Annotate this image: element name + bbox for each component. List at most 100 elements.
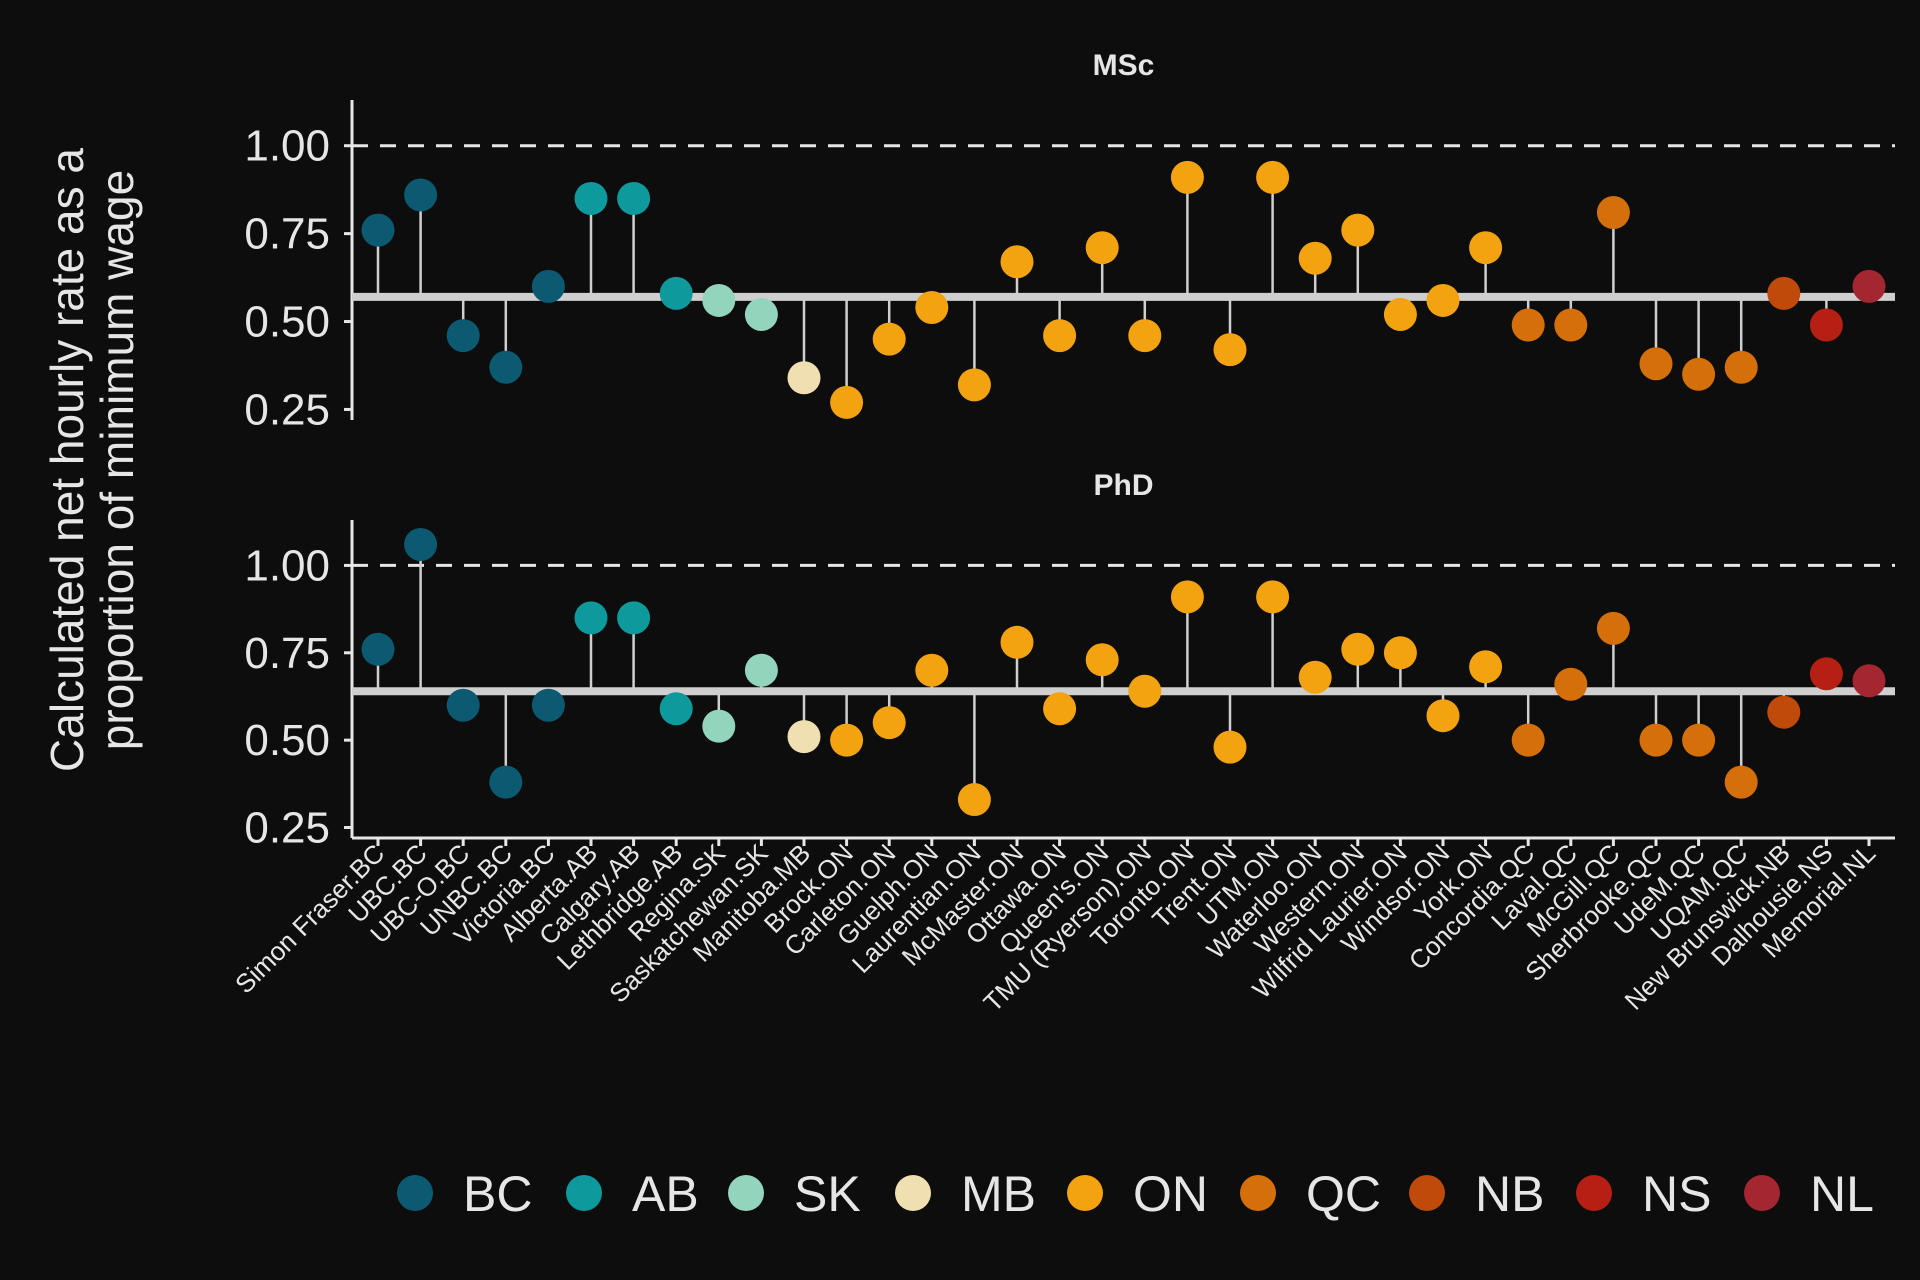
y-axis-title: Calculated net hourly rate as a proporti… <box>41 148 143 772</box>
point <box>1682 723 1716 757</box>
point <box>1128 319 1162 353</box>
legend-swatch <box>1576 1175 1612 1211</box>
point <box>1809 308 1843 342</box>
point <box>1341 213 1375 247</box>
point <box>787 361 821 395</box>
point <box>446 688 480 722</box>
point <box>574 181 608 215</box>
legend: BC AB SK MB ON QC NB NS NL <box>397 1166 1874 1222</box>
panel-title-msc: MSc <box>1093 49 1155 82</box>
point <box>957 783 991 817</box>
point <box>1085 231 1119 265</box>
legend-swatch <box>566 1175 602 1211</box>
point <box>531 269 565 303</box>
point <box>1256 160 1290 194</box>
legend-swatch <box>1240 1175 1276 1211</box>
point <box>531 688 565 722</box>
point <box>1767 695 1801 729</box>
legend-item-sk: SK <box>728 1166 861 1222</box>
y-tick-label: 0.75 <box>244 629 330 678</box>
point <box>1000 625 1034 659</box>
point <box>1298 660 1332 694</box>
point <box>404 178 438 212</box>
legend-item-nb: NB <box>1409 1166 1544 1222</box>
point <box>1043 692 1077 726</box>
legend-label: NS <box>1642 1166 1711 1222</box>
point <box>1170 160 1204 194</box>
point <box>659 692 693 726</box>
point <box>1596 611 1630 645</box>
point <box>574 601 608 635</box>
point <box>1085 643 1119 677</box>
legend-swatch <box>1744 1175 1780 1211</box>
point <box>1469 231 1503 265</box>
legend-swatch <box>397 1175 433 1211</box>
legend-item-qc: QC <box>1240 1166 1381 1222</box>
point <box>915 653 949 687</box>
legend-item-bc: BC <box>397 1166 532 1222</box>
y-tick-label: 0.25 <box>244 804 330 853</box>
point <box>1256 580 1290 614</box>
point <box>1383 636 1417 670</box>
y-tick-label: 1.00 <box>244 541 330 590</box>
point <box>1724 765 1758 799</box>
point <box>1511 308 1545 342</box>
legend-swatch <box>728 1175 764 1211</box>
point <box>744 298 778 332</box>
point <box>1213 730 1247 764</box>
point <box>1426 283 1460 317</box>
point <box>361 632 395 666</box>
point <box>1511 723 1545 757</box>
point <box>1000 245 1034 279</box>
y-tick-label: 0.50 <box>244 716 330 765</box>
point <box>1383 298 1417 332</box>
panel-phd: PhD 0.25 0.50 0.75 1.00 <box>244 469 1895 853</box>
point <box>446 319 480 353</box>
point <box>872 706 906 740</box>
point <box>1170 580 1204 614</box>
point <box>915 290 949 324</box>
legend-item-nl: NL <box>1744 1166 1874 1222</box>
y-tick-label: 0.50 <box>244 298 330 347</box>
point <box>1298 241 1332 275</box>
legend-swatch <box>1409 1175 1445 1211</box>
y-axis-title-line-1: Calculated net hourly rate as a <box>41 148 93 772</box>
point <box>1128 674 1162 708</box>
legend-label: QC <box>1306 1166 1381 1222</box>
legend-label: AB <box>632 1166 699 1222</box>
legend-swatch <box>1067 1175 1103 1211</box>
point <box>1469 650 1503 684</box>
point <box>1767 276 1801 310</box>
legend-item-ns: NS <box>1576 1166 1711 1222</box>
legend-label: NL <box>1810 1166 1874 1222</box>
panels: MSc 0.25 0.50 0.75 1.00 PhD 0.25 0.50 0.75 1.00 <box>244 49 1895 853</box>
point <box>1043 319 1077 353</box>
point <box>617 601 651 635</box>
legend-label: SK <box>794 1166 861 1222</box>
point <box>404 527 438 561</box>
point <box>957 368 991 402</box>
panel-msc: MSc 0.25 0.50 0.75 1.00 <box>244 49 1895 434</box>
point <box>1724 350 1758 384</box>
point <box>830 723 864 757</box>
legend-label: ON <box>1133 1166 1208 1222</box>
point <box>1809 657 1843 691</box>
point <box>1852 269 1886 303</box>
y-tick-label: 0.25 <box>244 385 330 434</box>
panel-title-phd: PhD <box>1094 469 1154 502</box>
point <box>702 709 736 743</box>
point <box>361 213 395 247</box>
legend-item-mb: MB <box>895 1166 1036 1222</box>
point <box>1554 667 1588 701</box>
point <box>702 283 736 317</box>
point <box>830 385 864 419</box>
point <box>1341 632 1375 666</box>
legend-label: BC <box>463 1166 532 1222</box>
point <box>489 765 523 799</box>
legend-label: NB <box>1475 1166 1544 1222</box>
point <box>489 350 523 384</box>
point <box>744 653 778 687</box>
point <box>1639 723 1673 757</box>
legend-item-on: ON <box>1067 1166 1208 1222</box>
